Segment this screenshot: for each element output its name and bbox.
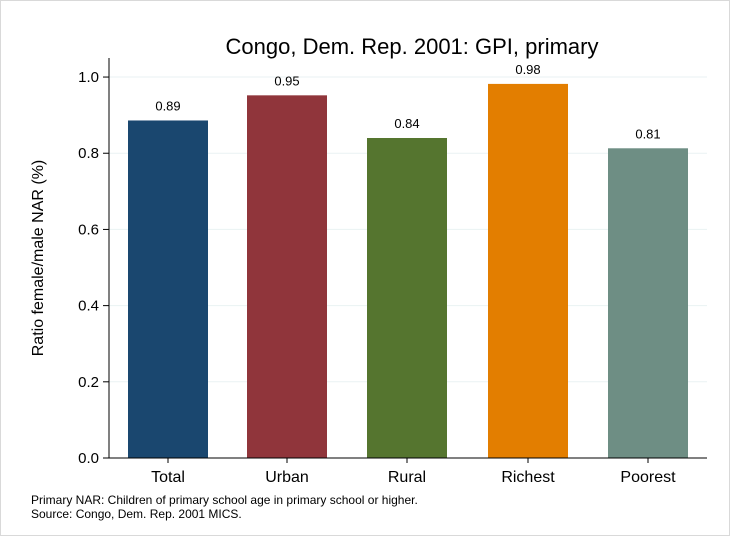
- value-label-total: 0.89: [155, 98, 180, 113]
- y-tick-label: 1.0: [78, 69, 99, 86]
- x-tick-label-richest: Richest: [501, 469, 555, 486]
- x-tick-label-poorest: Poorest: [620, 469, 676, 486]
- bar-urban: [247, 95, 327, 458]
- y-tick-label: 0.4: [78, 298, 99, 315]
- y-tick-label: 0.2: [78, 374, 99, 391]
- y-tick-label: 0.8: [78, 145, 99, 162]
- value-label-richest: 0.98: [515, 62, 540, 77]
- bar-poorest: [608, 148, 688, 459]
- value-label-urban: 0.95: [274, 73, 299, 88]
- y-tick-label: 0.0: [78, 450, 99, 467]
- y-axis-label: Ratio female/male NAR (%): [30, 160, 47, 357]
- value-label-rural: 0.84: [394, 116, 419, 131]
- chart-title: Congo, Dem. Rep. 2001: GPI, primary: [226, 34, 599, 59]
- labels: 0.0 0.2 0.4 0.6 0.8 1.0 0.89 Total 0.95 Urban 0.84…: [78, 62, 676, 486]
- bar-rural: [367, 138, 447, 458]
- bars: [128, 83, 688, 459]
- footnote-source: Source: Congo, Dem. Rep. 2001 MICS.: [31, 507, 242, 521]
- x-tick-label-total: Total: [151, 469, 185, 486]
- value-label-poorest: 0.81: [635, 126, 660, 141]
- bar-total: [128, 120, 208, 458]
- y-tick-label: 0.6: [78, 221, 99, 238]
- bar-richest: [488, 83, 568, 459]
- x-tick-label-urban: Urban: [265, 469, 309, 486]
- axes: [103, 58, 707, 463]
- bar-chart: Congo, Dem. Rep. 2001: GPI, primary 0.00…: [30, 34, 707, 486]
- x-tick-label-rural: Rural: [388, 469, 426, 486]
- footnote-definition: Primary NAR: Children of primary school …: [31, 493, 418, 507]
